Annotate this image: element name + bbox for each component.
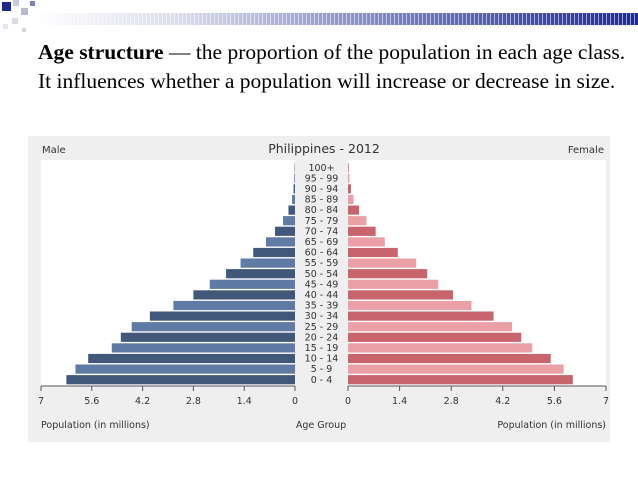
x-axis-label-center: Age Group — [296, 420, 346, 431]
age-group-label: 5 - 9 — [311, 364, 333, 375]
age-group-label: 30 - 34 — [305, 311, 339, 322]
age-group-label: 20 - 24 — [305, 332, 339, 343]
female-bar — [348, 237, 385, 247]
ticks-layer: 0 0 1.4 1.4 2.8 2.8 4.2 4.2 5.6 5.6 7 7 — [38, 386, 609, 407]
female-bar — [348, 205, 360, 215]
female-bar — [348, 247, 398, 258]
age-group-label: 60 - 64 — [305, 248, 339, 259]
chart-title: Philippines - 2012 — [268, 141, 380, 156]
male-bar — [275, 226, 295, 236]
tick-label-left: 4.2 — [135, 396, 150, 407]
age-group-label: 55 - 59 — [305, 258, 339, 269]
tick-label-left: 0 — [292, 396, 298, 407]
pyramid-svg: Philippines - 2012 Male Female 0 - 45 - … — [38, 141, 609, 431]
decoration-square — [21, 8, 28, 15]
tick-label-right: 2.8 — [444, 396, 459, 407]
slide-heading: Age structure — the proportion of the po… — [38, 38, 628, 96]
male-bar — [226, 269, 295, 279]
female-bar — [348, 258, 417, 268]
female-bar — [348, 311, 494, 321]
male-bar — [240, 258, 295, 268]
heading-term: Age structure — [38, 40, 164, 64]
age-group-label: 15 - 19 — [305, 343, 339, 354]
male-bar — [131, 322, 295, 332]
male-bar — [120, 332, 295, 342]
male-bar — [209, 279, 295, 289]
female-bar — [348, 300, 472, 311]
decoration-square — [30, 1, 35, 6]
male-bar — [149, 311, 295, 321]
age-group-label: 95 - 99 — [305, 173, 339, 184]
heading-definition: — the proportion of the population in ea… — [38, 40, 626, 93]
age-group-label: 35 - 39 — [305, 301, 339, 312]
female-bar — [348, 226, 376, 236]
tick-label-right: 5.6 — [547, 396, 562, 407]
age-group-label: 85 - 89 — [305, 195, 339, 206]
female-bar — [348, 322, 513, 332]
x-axis-label-left: Population (in millions) — [41, 420, 150, 431]
female-bar — [348, 269, 428, 279]
male-bar — [288, 205, 295, 215]
age-group-label: 25 - 29 — [305, 322, 339, 333]
age-group-label: 80 - 84 — [305, 205, 339, 216]
age-group-label: 0 - 4 — [311, 375, 333, 386]
tick-label-left: 5.6 — [84, 396, 99, 407]
age-group-label: 40 - 44 — [305, 290, 339, 301]
male-bar — [294, 173, 295, 183]
age-group-label: 50 - 54 — [305, 269, 339, 280]
male-bar — [66, 375, 296, 385]
female-bar — [348, 163, 349, 173]
header-band-stripes — [34, 13, 638, 25]
female-bar — [348, 216, 367, 226]
female-bar — [348, 332, 522, 342]
male-bar — [253, 247, 295, 258]
male-bar — [193, 290, 295, 300]
female-bar — [348, 279, 439, 289]
male-bar — [265, 237, 295, 247]
female-bar — [348, 364, 564, 374]
slide-decoration — [0, 0, 638, 40]
age-group-label: 10 - 14 — [305, 354, 339, 365]
age-group-label: 65 - 69 — [305, 237, 339, 248]
male-bar — [88, 353, 295, 364]
female-bar — [348, 375, 573, 385]
male-bar — [111, 343, 295, 353]
decoration-square — [22, 28, 26, 32]
decoration-square — [13, 0, 19, 6]
tick-label-left: 2.8 — [186, 396, 201, 407]
bars-layer — [66, 163, 573, 385]
tick-label-left: 1.4 — [237, 396, 252, 407]
tick-label-left: 7 — [38, 396, 44, 407]
female-bar — [348, 343, 533, 353]
age-group-label: 70 - 74 — [305, 226, 339, 237]
male-bar — [75, 364, 295, 374]
female-bar — [348, 353, 551, 364]
age-group-label: 45 - 49 — [305, 279, 339, 290]
female-bar — [348, 184, 351, 194]
x-axis-label-right: Population (in millions) — [497, 420, 606, 431]
male-bar — [173, 300, 295, 311]
age-group-label: 100+ — [308, 163, 334, 174]
female-bar — [348, 194, 354, 205]
decoration-square — [12, 18, 18, 24]
male-bar — [292, 194, 295, 205]
female-bar — [348, 290, 454, 300]
age-group-label: 75 - 79 — [305, 216, 339, 227]
tick-label-right: 1.4 — [392, 396, 407, 407]
male-label: Male — [42, 145, 66, 156]
tick-label-right: 7 — [603, 396, 609, 407]
decoration-square — [3, 24, 8, 29]
male-bar — [293, 184, 295, 194]
male-bar — [283, 216, 295, 226]
female-bar — [348, 173, 350, 183]
decoration-square — [2, 2, 11, 11]
female-label: Female — [568, 145, 604, 156]
tick-label-right: 0 — [345, 396, 351, 407]
age-group-label: 90 - 94 — [305, 184, 339, 195]
tick-label-right: 4.2 — [495, 396, 510, 407]
